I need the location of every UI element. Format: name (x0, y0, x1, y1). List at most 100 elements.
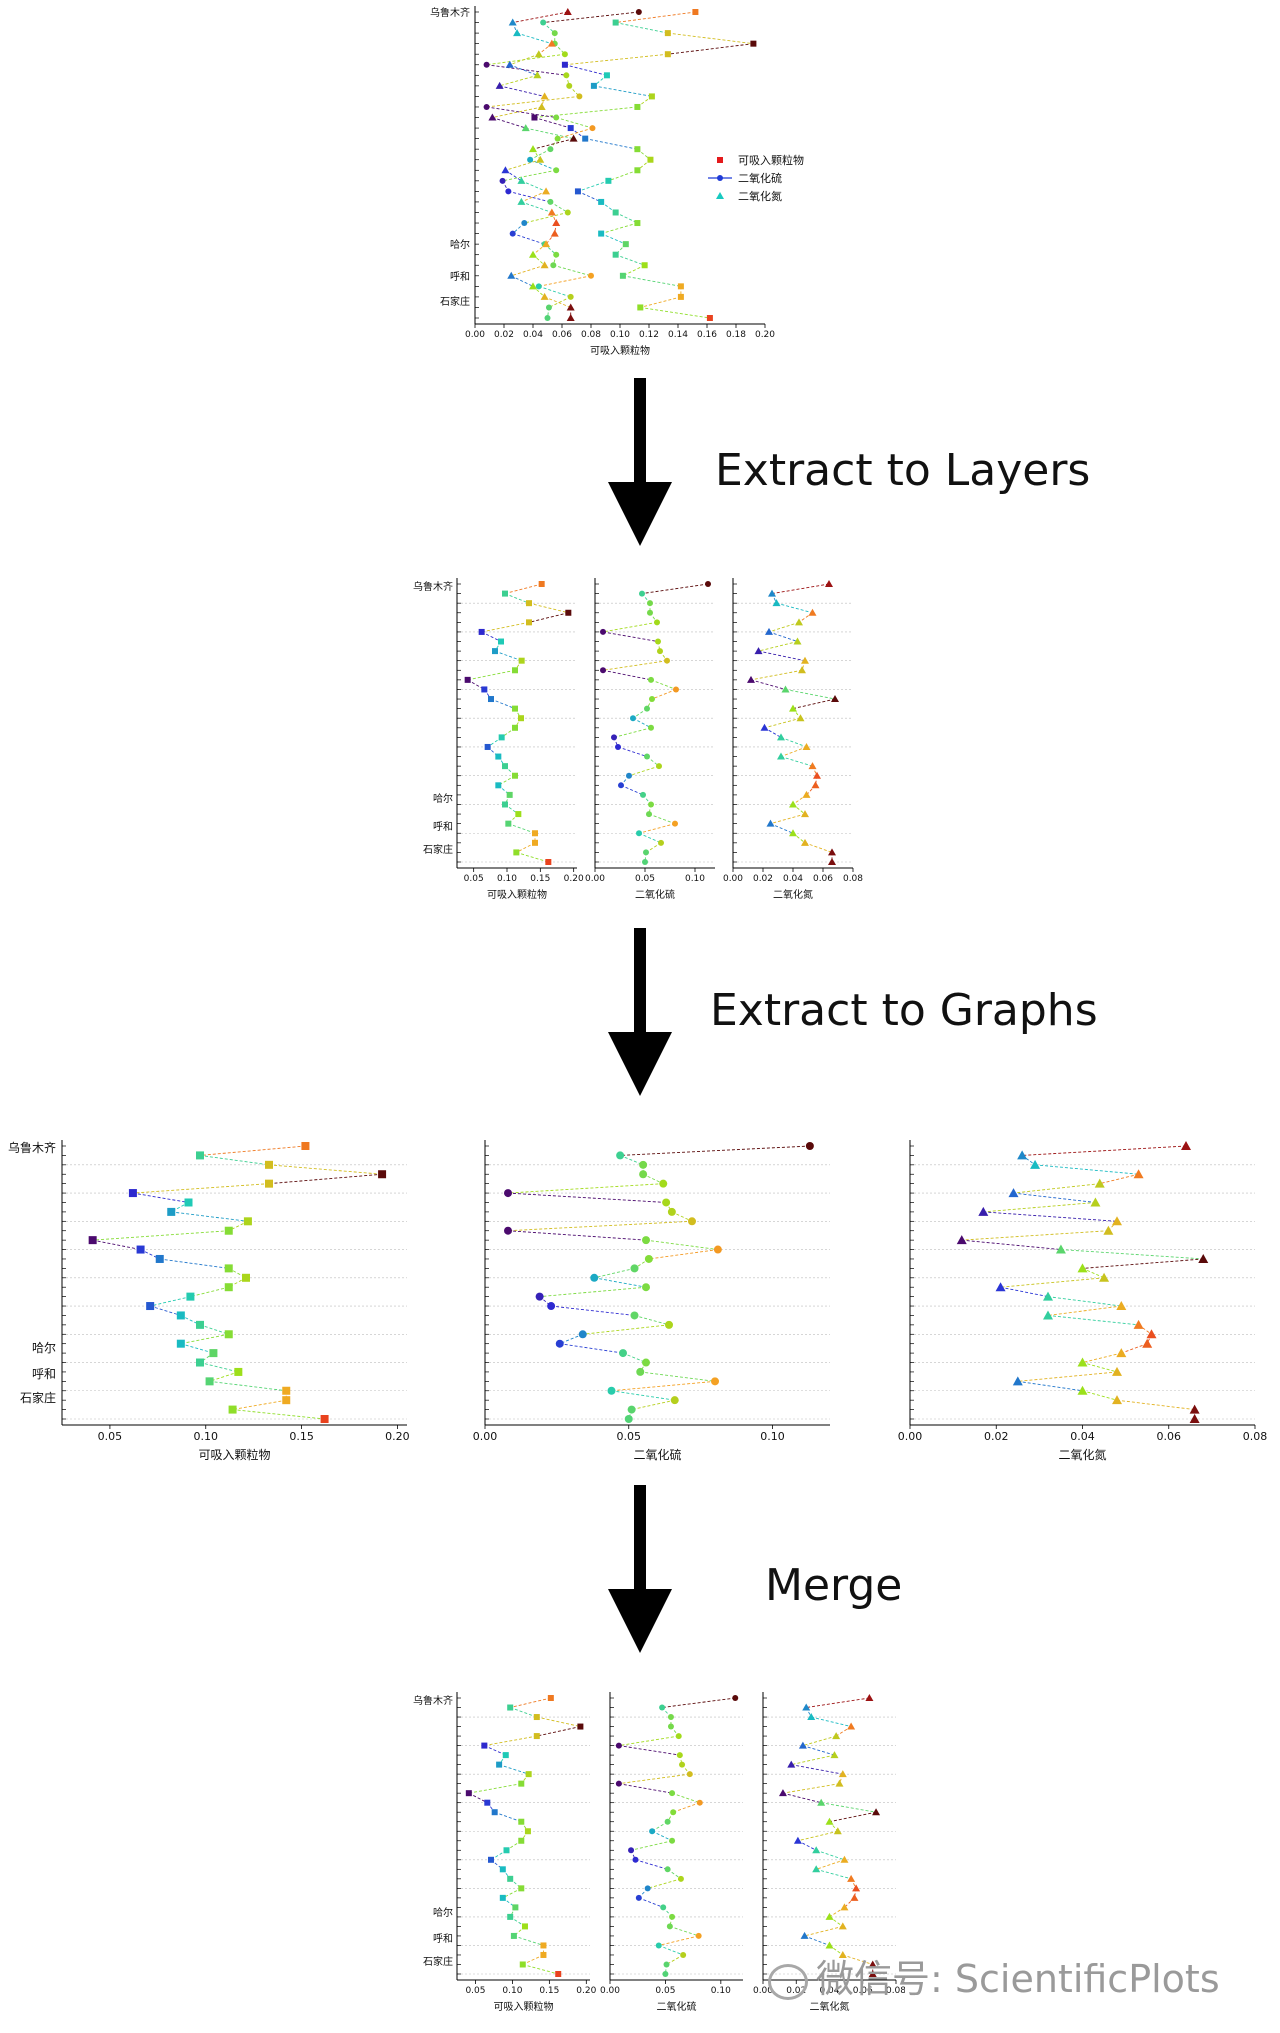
data-point (565, 609, 572, 616)
data-point (754, 647, 763, 655)
data-point (555, 1339, 564, 1348)
x-tick-label: 0.08 (843, 874, 863, 884)
data-point (529, 250, 537, 258)
series-segment (658, 1935, 699, 1946)
watermark-text: 微信号: ScientificPlots (816, 1957, 1220, 2001)
series-segment (816, 1868, 852, 1880)
data-point (808, 762, 817, 770)
series-segment (577, 190, 602, 203)
series-segment (534, 106, 638, 118)
data-point (184, 1198, 193, 1207)
data-point (505, 820, 512, 827)
data-point (636, 1367, 645, 1376)
data-point (538, 581, 545, 587)
series-segment (618, 1735, 679, 1747)
series-segment (504, 583, 542, 595)
series-segment (667, 43, 754, 55)
series-segment (539, 1286, 647, 1298)
data-point (648, 93, 655, 100)
data-point (553, 114, 560, 121)
data-point (847, 1874, 856, 1882)
data-point (136, 1245, 145, 1254)
series-segment (601, 222, 638, 235)
data-point (630, 715, 636, 722)
x-tick-label: 0.04 (1070, 1430, 1095, 1443)
data-point (800, 1931, 809, 1939)
series-segment (615, 22, 668, 34)
data-point (529, 282, 537, 290)
x-tick-label: 0.05 (98, 1430, 123, 1443)
series-segment (662, 1697, 736, 1708)
x-tick-label: 0.02 (984, 1430, 1009, 1443)
series-segment (553, 264, 592, 277)
series-segment (1013, 1192, 1096, 1203)
series-segment (232, 1399, 287, 1411)
data-point (634, 146, 641, 153)
x-tick-label: 0.06 (1157, 1430, 1182, 1443)
series-segment (268, 1173, 383, 1185)
data-point (777, 752, 785, 760)
data-point (518, 1837, 525, 1844)
data-point (618, 782, 624, 789)
data-point (802, 742, 811, 750)
data-point (566, 314, 575, 321)
data-point (465, 1790, 472, 1797)
x-axis-title: 二氧化硫 (635, 888, 675, 901)
series-segment (842, 1954, 873, 1965)
data-point (186, 1292, 195, 1301)
series-segment (648, 1249, 718, 1260)
data-point (642, 1236, 650, 1245)
data-point (526, 600, 532, 607)
data-point (646, 811, 652, 818)
data-point (664, 1818, 671, 1825)
down-arrow-2 (608, 928, 672, 1096)
data-point (554, 135, 561, 142)
series-segment (618, 1773, 690, 1785)
series-segment (593, 85, 652, 97)
data-point (534, 50, 543, 58)
series-segment (521, 201, 552, 213)
data-point (224, 1283, 233, 1292)
data-point (577, 1723, 584, 1730)
data-point (835, 1779, 844, 1787)
series-segment (132, 1192, 189, 1203)
data-point (1094, 1178, 1105, 1188)
series-segment (499, 74, 538, 87)
series-segment (776, 602, 813, 614)
data-point (507, 1913, 514, 1920)
data-point (128, 1189, 137, 1198)
data-point (666, 1923, 673, 1930)
x-axis-title: 二氧化氮 (810, 2000, 850, 2013)
data-point (713, 1245, 722, 1254)
x-tick-label: 0.06 (813, 874, 833, 884)
data-point (750, 40, 757, 47)
data-point (612, 209, 619, 216)
series-segment (507, 1192, 667, 1203)
data-point (521, 124, 530, 132)
data-point (830, 1751, 839, 1759)
data-point (504, 1189, 512, 1198)
series-segment (1017, 1380, 1083, 1392)
data-point (561, 51, 568, 58)
data-point (547, 1695, 554, 1701)
series-segment (791, 1764, 843, 1775)
data-point (526, 619, 532, 626)
data-point (488, 113, 497, 121)
data-point (527, 156, 534, 163)
series-segment (528, 612, 569, 623)
data-point (503, 1847, 510, 1854)
series-segment (268, 1164, 383, 1175)
wechat-icon (768, 1963, 808, 2000)
series-segment (498, 1764, 529, 1775)
data-point (1043, 1291, 1053, 1301)
data-point (512, 1904, 519, 1911)
merged-panel-2: 0.00 0.05 0.10 二氧化硫 (600, 1692, 743, 2013)
data-point (501, 166, 510, 174)
x-tick-label: 0.10 (497, 874, 517, 884)
series-segment (764, 727, 782, 738)
data-point (732, 1695, 739, 1701)
x-tick-label: 0.08 (886, 1986, 905, 1996)
series-segment (804, 1925, 843, 1937)
series-segment (521, 190, 547, 203)
